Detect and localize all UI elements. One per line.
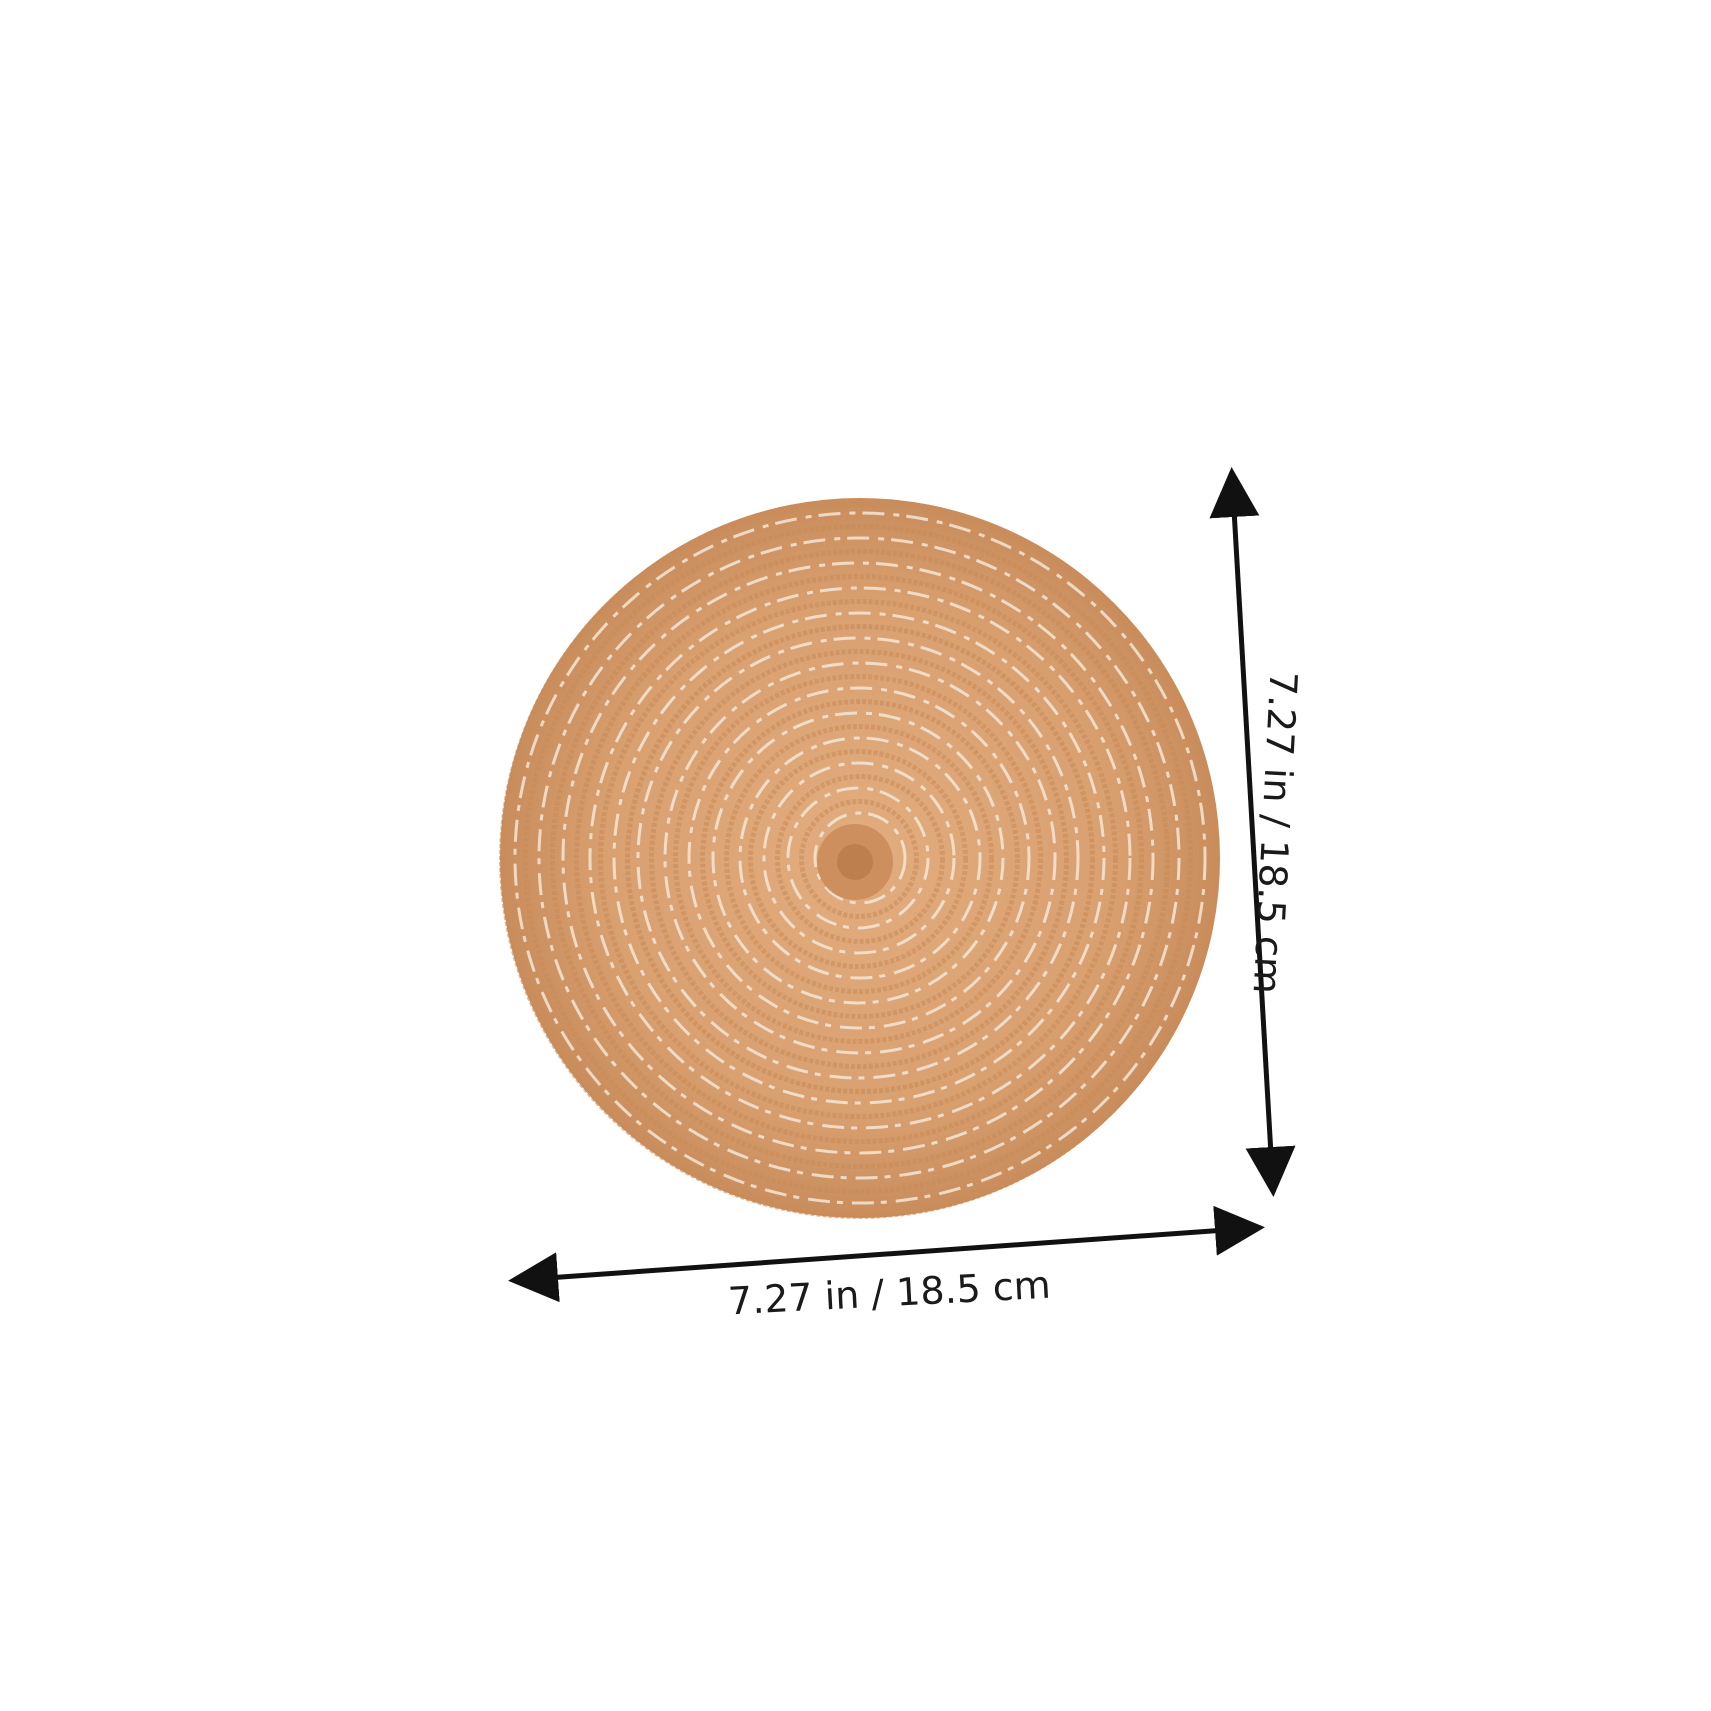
height-label: 7.27 in / 18.5 cm	[1245, 670, 1306, 995]
placemat	[500, 498, 1220, 1218]
width-label: 7.27 in / 18.5 cm	[727, 1263, 1052, 1324]
placemat-center-inner	[837, 844, 873, 880]
height-dimension: 7.27 in / 18.5 cm	[1233, 492, 1305, 1172]
width-dimension: 7.27 in / 18.5 cm	[533, 1229, 1240, 1323]
